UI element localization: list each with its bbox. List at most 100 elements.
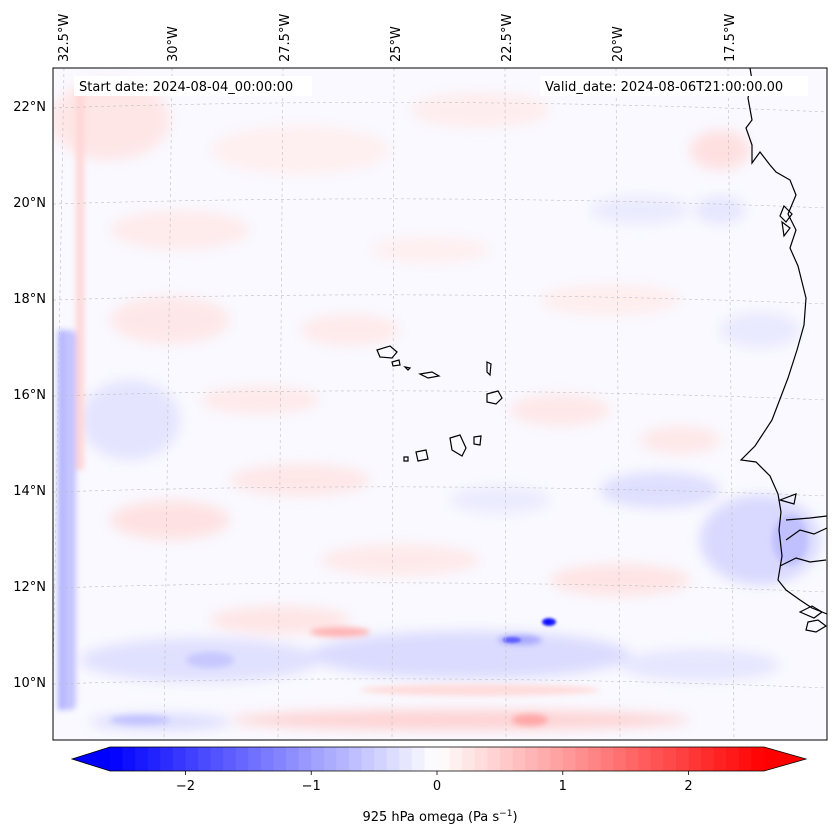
island-santa-luzia <box>403 366 412 371</box>
latitude-labels: 22°N 20°N 18°N 16°N 14°N 12°N 10°N <box>13 100 46 691</box>
colorbar-segment <box>122 747 136 771</box>
lon-label: 22.5°W <box>500 14 515 62</box>
colorbar-segment <box>361 747 375 771</box>
lon-label: 30°W <box>166 26 181 62</box>
colorbar-segment <box>663 747 677 771</box>
colorbar-segment <box>562 747 576 771</box>
colorbar-label: 925 hPa omega (Pa s−1) <box>362 809 517 825</box>
island-sao-vicente <box>391 359 401 367</box>
lon-label: 25°W <box>389 26 404 62</box>
lat-label: 22°N <box>13 100 46 115</box>
african-coastline <box>739 68 827 615</box>
cape-verde-islands <box>376 345 503 462</box>
lat-label: 18°N <box>13 292 46 307</box>
colorbar-segment <box>110 747 124 771</box>
colorbar-segment <box>147 747 161 771</box>
colorbar-segment <box>399 747 413 771</box>
colorbar-segment <box>386 747 400 771</box>
colorbar-tick-label: −1 <box>302 779 321 794</box>
colorbar-segment <box>160 747 174 771</box>
colorbar-segment <box>613 747 627 771</box>
colorbar-segment <box>675 747 690 771</box>
lat-label: 14°N <box>13 484 46 499</box>
colorbar-segment <box>336 747 350 771</box>
valid-date-box: Valid_date: 2024-08-06T21:00:00.00 <box>540 76 808 96</box>
colorbar-segment <box>411 747 426 771</box>
colorbar-segment <box>650 747 664 771</box>
colorbar-segment <box>348 747 363 771</box>
island-brava <box>403 456 409 462</box>
colorbar-segment <box>198 747 212 771</box>
colorbar-segment <box>738 747 753 771</box>
colorbar-segment <box>235 747 249 771</box>
colorbar-extend-max <box>764 747 806 771</box>
colorbar-segment <box>298 747 312 771</box>
longitude-labels: 32.5°W 30°W 27.5°W 25°W 22.5°W 20°W 17.5… <box>57 14 738 62</box>
colorbar-segment <box>688 747 702 771</box>
colorbar-segment <box>210 747 224 771</box>
colorbar-segment <box>248 747 262 771</box>
island-fogo <box>415 449 429 462</box>
colorbar-segment <box>499 747 514 771</box>
colorbar-ticks: −2 −1 0 1 2 <box>176 771 693 794</box>
colorbar-segment <box>726 747 740 771</box>
gridlines <box>53 68 827 740</box>
colorbar-outline <box>70 746 808 772</box>
start-date-label: Start date: 2024-08-04_00:00:00 <box>79 80 293 95</box>
colorbar-segment <box>449 747 463 771</box>
colorbar-segment <box>713 747 727 771</box>
colorbar-segment <box>223 747 237 771</box>
colorbar-segment <box>172 747 187 771</box>
colorbar-segment <box>374 747 388 771</box>
map-panel: Start date: 2024-08-04_00:00:00 Valid_da… <box>52 67 828 741</box>
colorbar-segment <box>751 747 765 771</box>
lat-label: 20°N <box>13 196 46 211</box>
lon-label: 27.5°W <box>278 14 293 62</box>
map-background <box>53 68 827 740</box>
colorbar-segment <box>587 747 602 771</box>
colorbar-segment <box>462 747 476 771</box>
colorbar-segment <box>311 747 325 771</box>
colorbar-segment <box>286 747 300 771</box>
colorbar-segment <box>487 747 501 771</box>
colorbar-segments <box>72 747 806 771</box>
colorbar-tick-label: 2 <box>684 779 692 794</box>
lat-label: 10°N <box>13 676 46 691</box>
colorbar: −2 −1 0 1 2 925 hPa omega (Pa s−1) <box>70 746 808 825</box>
colorbar-segment <box>437 747 451 771</box>
colorbar-segment <box>273 747 287 771</box>
lat-label: 12°N <box>13 580 46 595</box>
colorbar-segment <box>537 747 551 771</box>
lon-label: 32.5°W <box>57 14 72 62</box>
colorbar-segment <box>135 747 149 771</box>
colorbar-segment <box>638 747 652 771</box>
colorbar-tick-label: −2 <box>176 779 195 794</box>
colorbar-extend-min <box>72 747 110 771</box>
colorbar-segment <box>424 747 438 771</box>
colorbar-segment <box>260 747 275 771</box>
island-boa-vista <box>486 390 503 405</box>
map-frame <box>52 67 828 741</box>
colorbar-segment <box>323 747 337 771</box>
coastlines <box>739 68 827 633</box>
colorbar-segment <box>600 747 614 771</box>
omega-field <box>53 68 827 740</box>
colorbar-tick-label: 1 <box>559 779 567 794</box>
island-santiago <box>449 434 467 457</box>
colorbar-segment <box>625 747 639 771</box>
colorbar-segment <box>550 747 564 771</box>
colorbar-segment <box>525 747 539 771</box>
lon-label: 17.5°W <box>723 14 738 62</box>
colorbar-segment <box>701 747 715 771</box>
island-maio <box>473 435 482 446</box>
valid-date-label: Valid_date: 2024-08-06T21:00:00.00 <box>545 80 783 95</box>
colorbar-segment <box>185 747 199 771</box>
colorbar-tick-label: 0 <box>433 779 441 794</box>
island-sao-nicolau <box>418 371 441 379</box>
colorbar-segment <box>512 747 526 771</box>
colorbar-segment <box>474 747 488 771</box>
lat-label: 16°N <box>13 388 46 403</box>
island-sal <box>486 361 492 377</box>
island-santo-antao <box>376 345 398 359</box>
